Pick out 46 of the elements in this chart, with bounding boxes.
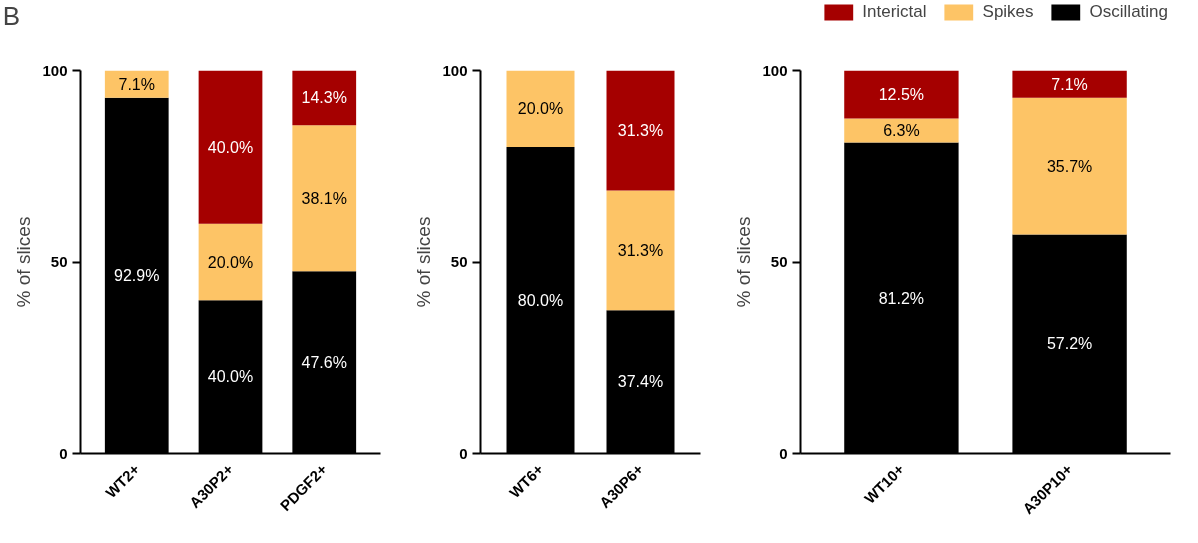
y-tick-label: 100 bbox=[442, 61, 468, 79]
text: B bbox=[2, 0, 21, 31]
data-label: 38.1% bbox=[301, 189, 347, 207]
data-label: 6.3% bbox=[883, 121, 920, 139]
bar bbox=[1012, 70, 1127, 98]
data-label: 31.3% bbox=[617, 121, 664, 139]
y-tick-label: 50 bbox=[50, 253, 68, 270]
data-label: 40.0% bbox=[207, 368, 254, 386]
legend-label: Interictal bbox=[862, 2, 927, 22]
y-tick-label: 100 bbox=[42, 61, 68, 79]
data-label: 7.1% bbox=[118, 75, 155, 93]
data-label: 80.0% bbox=[517, 291, 564, 309]
bar bbox=[844, 118, 959, 143]
y-tick-label: 0 bbox=[59, 444, 68, 462]
data-label: 47.6% bbox=[301, 353, 347, 371]
bar bbox=[292, 125, 357, 272]
legend-label: Spikes bbox=[982, 2, 1034, 22]
bar bbox=[606, 70, 675, 191]
y-tick-label: 100 bbox=[762, 61, 788, 79]
data-label: 14.3% bbox=[301, 89, 347, 107]
y-axis-title: % of slices bbox=[413, 216, 435, 308]
data-label: 20.0% bbox=[517, 100, 564, 118]
data-label: 57.2% bbox=[1046, 335, 1093, 353]
data-label: 81.2% bbox=[878, 289, 925, 307]
y-axis-title: % of slices bbox=[733, 216, 755, 308]
y-axis-title: % of slices bbox=[13, 216, 35, 308]
y-tick-label: 50 bbox=[450, 253, 468, 270]
bar bbox=[292, 70, 357, 126]
bar bbox=[198, 223, 263, 301]
data-label: 40.0% bbox=[207, 138, 254, 156]
legend-label: Oscillating bbox=[1089, 2, 1168, 22]
data-label: 31.3% bbox=[617, 241, 664, 259]
bar bbox=[1012, 97, 1127, 235]
y-tick-label: 50 bbox=[770, 253, 788, 270]
y-tick-label: 0 bbox=[459, 444, 468, 462]
data-label: 20.0% bbox=[207, 253, 254, 271]
bar bbox=[506, 70, 575, 148]
y-tick-label: 0 bbox=[779, 444, 788, 462]
bar bbox=[198, 70, 263, 224]
data-label: 12.5% bbox=[878, 85, 925, 103]
data-label: 37.4% bbox=[617, 373, 664, 391]
data-label: 35.7% bbox=[1046, 157, 1093, 175]
bar bbox=[606, 190, 675, 311]
data-label: 92.9% bbox=[114, 267, 160, 285]
data-label: 7.1% bbox=[1051, 75, 1088, 93]
bar bbox=[844, 70, 959, 119]
